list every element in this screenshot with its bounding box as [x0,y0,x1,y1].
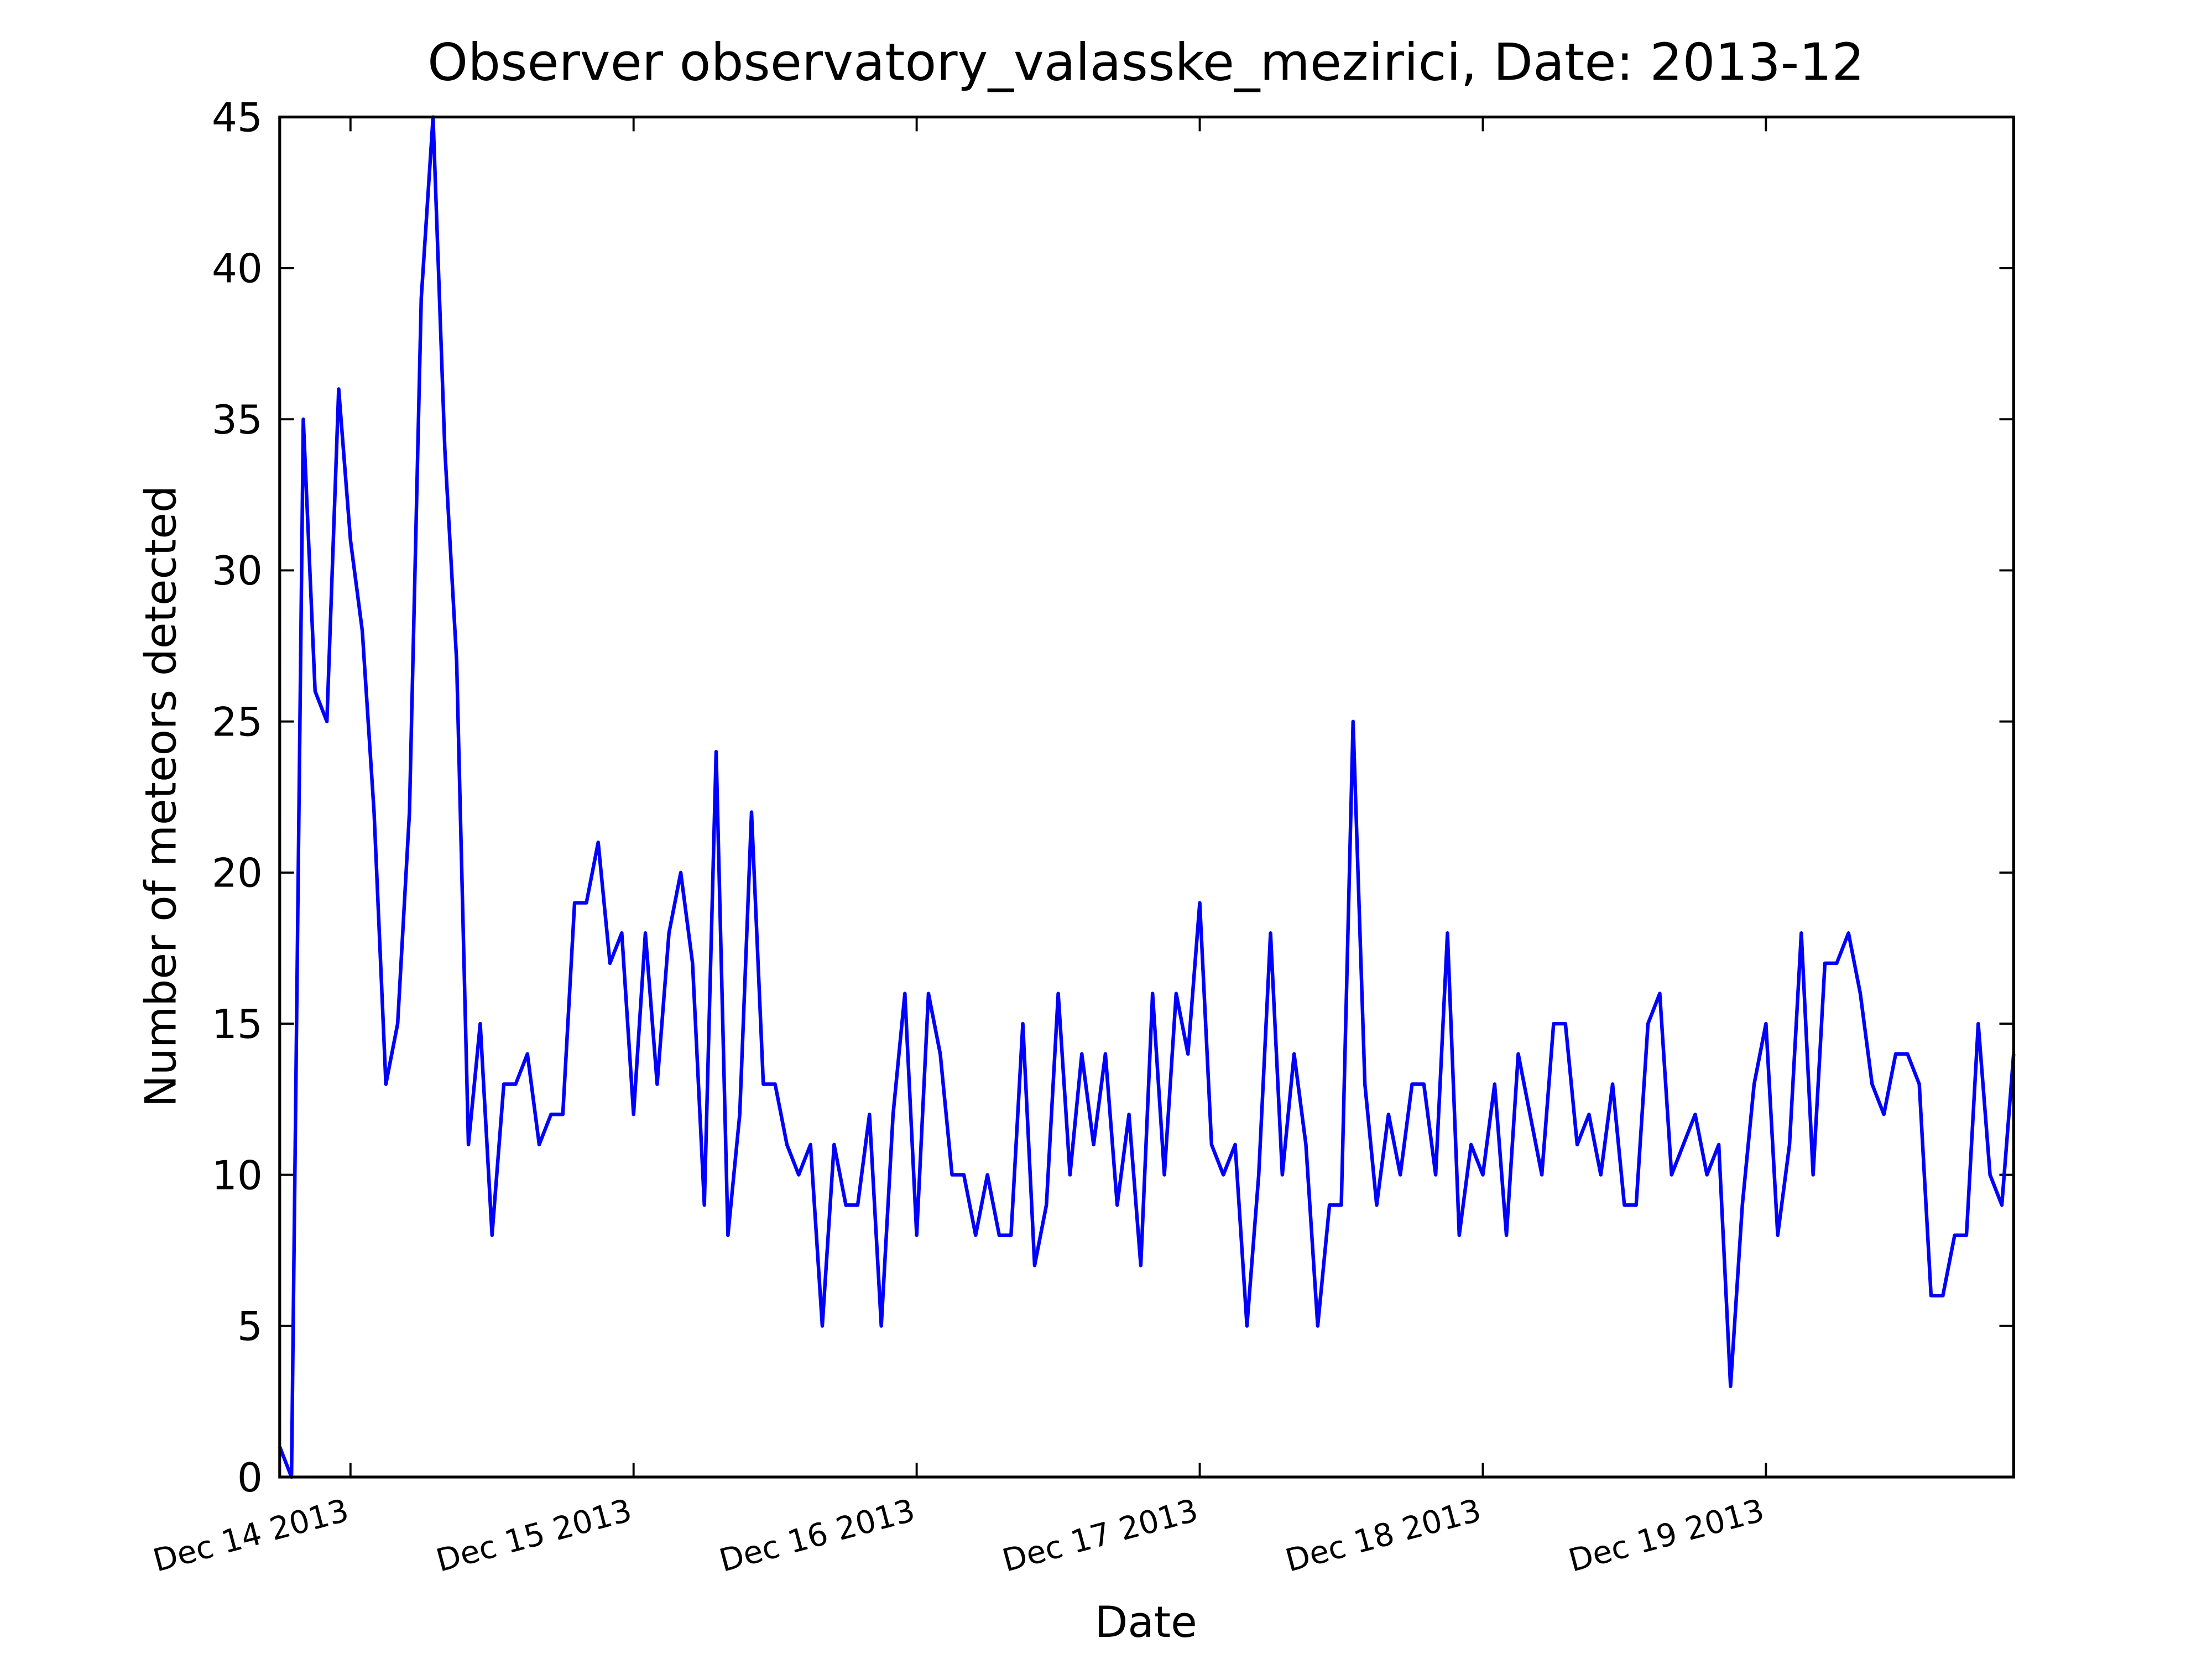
y-tick-label: 35 [212,397,263,444]
y-tick-label: 5 [237,1304,263,1350]
y-tick-label: 30 [212,548,263,594]
chart-title: Observer observatory_valasske_mezirici, … [427,33,1865,92]
x-axis-label: Date [1095,1598,1197,1647]
y-tick-label: 25 [212,699,263,745]
y-tick-label: 20 [212,851,263,897]
data-line [278,115,2016,1479]
y-tick-label: 0 [237,1455,263,1501]
y-tick-label: 10 [212,1152,263,1199]
y-tick-label: 45 [212,95,263,141]
y-tick-label: 15 [212,1001,263,1048]
y-tick-label: 40 [212,246,263,293]
plot-frame [278,116,2015,1479]
y-axis-label: Number of meteors detected [136,486,186,1107]
